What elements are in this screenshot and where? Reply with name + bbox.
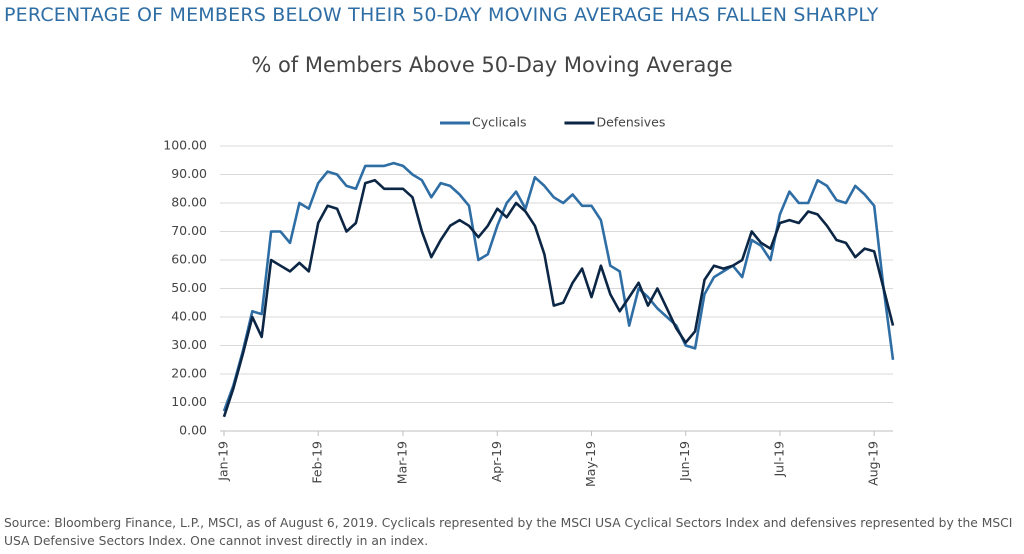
x-tick-label: Mar-19	[395, 441, 410, 484]
y-tick-label: 80.00	[171, 195, 207, 210]
x-tick-label: Jan-19	[216, 441, 231, 482]
y-tick-label: 20.00	[171, 366, 207, 381]
legend-label: Cyclicals	[472, 115, 526, 130]
series-line	[222, 161, 895, 412]
x-tick-label: Apr-19	[489, 441, 504, 482]
x-tick-label: Jul-19	[771, 441, 786, 478]
x-tick-label: Jun-19	[677, 441, 692, 482]
y-tick-label: 30.00	[171, 337, 207, 352]
y-tick-label: 70.00	[171, 223, 207, 238]
x-tick-label: Feb-19	[310, 441, 325, 484]
y-tick-label: 100.00	[163, 138, 207, 153]
y-tick-label: 90.00	[171, 166, 207, 181]
chart: % of Members Above 50-Day Moving Average…	[163, 53, 895, 487]
source-note: Source: Bloomberg Finance, L.P., MSCI, a…	[4, 516, 1013, 548]
y-tick-label: 10.00	[171, 394, 207, 409]
y-tick-label: 40.00	[171, 309, 207, 324]
x-tick-label: Aug-19	[866, 441, 881, 486]
series-line	[222, 178, 895, 418]
y-tick-label: 50.00	[171, 280, 207, 295]
y-tick-label: 60.00	[171, 252, 207, 267]
legend-label: Defensives	[596, 115, 665, 130]
heading: PERCENTAGE OF MEMBERS BELOW THEIR 50-DAY…	[4, 4, 879, 26]
chart-title: % of Members Above 50-Day Moving Average	[251, 53, 732, 77]
y-tick-label: 0.00	[179, 423, 207, 438]
x-tick-label: May-19	[583, 441, 598, 487]
